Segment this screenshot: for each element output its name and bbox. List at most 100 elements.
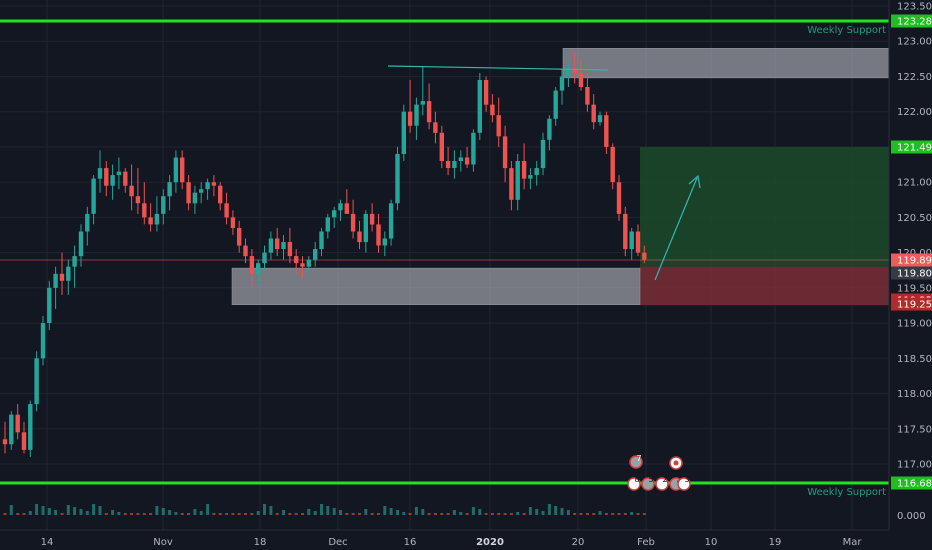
candle-body [553, 90, 558, 119]
resistance-trendline[interactable] [387, 65, 609, 71]
volume-bar [566, 510, 570, 515]
candle-body [294, 256, 299, 264]
time-label: 19 [769, 537, 782, 548]
event-badge-count: 5 [648, 475, 653, 484]
candle-body [173, 157, 179, 183]
candle-body [471, 132, 476, 165]
price-tag-entry: 119.802 [891, 266, 932, 280]
volume-bar [294, 513, 298, 515]
volume-bar [288, 513, 292, 515]
projection-arrow[interactable] [654, 177, 698, 281]
candle-body [180, 157, 185, 183]
candle-body [344, 203, 349, 214]
svg-text:121.499: 121.499 [897, 143, 932, 154]
price-label: 118.500 [897, 354, 932, 365]
volume-bar [149, 513, 153, 515]
volume-bar [130, 513, 134, 515]
price-label: 121.000 [897, 178, 932, 189]
candle-body [47, 287, 52, 323]
time-label: 10 [705, 537, 718, 548]
volume-bar [41, 506, 45, 515]
zones-layer [0, 48, 890, 306]
volume-bar [307, 509, 311, 515]
volume-bar [509, 513, 513, 515]
target-zone[interactable] [640, 147, 889, 267]
volume-bar [433, 513, 437, 515]
time-axis-background[interactable] [0, 530, 889, 550]
candle-body [40, 323, 46, 359]
candle-body [490, 104, 495, 116]
time-label: Nov [153, 537, 173, 548]
candle-body [116, 171, 122, 176]
svg-text:116.683: 116.683 [897, 479, 932, 490]
price-label: 118.000 [897, 389, 932, 400]
candle-body [199, 189, 204, 193]
volume-bar [370, 513, 374, 515]
candle-body [154, 213, 160, 225]
volume-bar [579, 513, 583, 515]
candle-body [186, 182, 191, 204]
volume-bar [218, 513, 222, 515]
candle-body [604, 115, 609, 147]
event-badge-count: 3 [684, 475, 689, 484]
event-flag-icon[interactable] [669, 456, 683, 470]
volume-bar [604, 513, 608, 515]
volume-bar [60, 513, 64, 515]
candle-body [623, 213, 628, 250]
candle-body [249, 256, 255, 274]
candle-body [547, 118, 552, 140]
event-badge-top[interactable]: 7 [629, 454, 643, 469]
volume-bar [630, 512, 634, 515]
volume-bar [250, 513, 254, 515]
demand-zone[interactable] [231, 267, 641, 305]
volume-bar [446, 513, 450, 515]
candle-body [135, 196, 141, 204]
event-badge-bottom[interactable]: 2 [655, 475, 669, 491]
svg-text:119.895: 119.895 [897, 256, 932, 267]
volume-bar [440, 513, 444, 515]
volume-axis-label: 0.000 [897, 511, 926, 522]
candle-body [445, 161, 451, 168]
candle-body [9, 414, 14, 445]
candle-body [268, 238, 274, 253]
volume-bar [642, 513, 646, 515]
price-label: 117.000 [897, 460, 932, 471]
volume-bar [389, 508, 393, 515]
volume-bar [193, 509, 197, 515]
event-badge-bottom[interactable]: 5 [641, 475, 655, 491]
time-label: 16 [404, 537, 417, 548]
candle-body [123, 171, 128, 186]
volume-bar [547, 504, 551, 515]
volume-bar [522, 513, 526, 515]
volume-bar [98, 506, 102, 515]
volume-bar [503, 513, 507, 515]
candle-body [142, 203, 147, 218]
volume-bar [611, 513, 615, 515]
candle-body [306, 259, 311, 267]
resistance-zone[interactable] [562, 48, 890, 79]
volume-bar [535, 509, 539, 515]
candle-body [458, 157, 463, 161]
candle-body [433, 122, 438, 133]
volume-bar [22, 513, 26, 515]
volume-bar [452, 510, 456, 515]
time-label: Feb [637, 537, 655, 548]
volume-bar [554, 506, 558, 515]
volume-bar [459, 512, 463, 515]
volume-bar [199, 511, 203, 515]
volume-bar [408, 513, 412, 515]
candle-body [350, 213, 356, 232]
event-badge-bottom[interactable]: 3 [677, 475, 691, 491]
stop-zone[interactable] [640, 266, 889, 306]
volume-bar [168, 510, 172, 515]
volume-bar [73, 507, 77, 515]
volume-bar [345, 513, 349, 515]
price-tags: 123.284121.499119.895119.802119.254119.2… [891, 14, 932, 490]
volume-bar [528, 507, 532, 515]
volume-bar [206, 504, 210, 515]
event-badge-bottom[interactable]: 8 [627, 475, 641, 491]
volume-bar [225, 513, 229, 515]
volume-histogram [3, 504, 646, 515]
candle-body [28, 404, 33, 450]
